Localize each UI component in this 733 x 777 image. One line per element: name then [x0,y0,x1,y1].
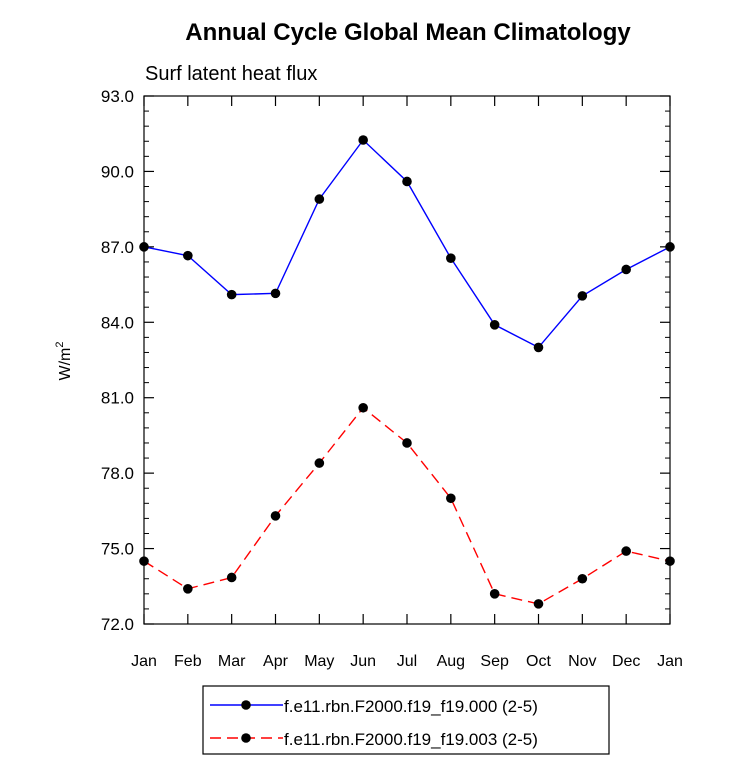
series-2 [139,402,675,609]
data-point [270,288,281,299]
chart-subtitle: Surf latent heat flux [145,63,317,85]
y-axis-label: W/m2 [54,342,74,381]
data-point [446,493,456,504]
x-tick-label: Jul [397,653,417,670]
x-tick-label: Apr [263,653,289,670]
y-tick-label: 84.0 [101,313,134,332]
data-point [665,556,675,566]
chart-title: Annual Cycle Global Mean Climatology [185,19,631,46]
x-tick-label: Mar [218,653,246,670]
data-point [314,458,325,468]
y-tick-label: 75.0 [101,540,134,559]
data-point [139,556,149,566]
y-tick-label: 72.0 [101,615,134,634]
legend: f.e11.rbn.F2000.f19_f19.000 (2-5) f.e11.r… [202,685,610,755]
x-tick-label: Oct [526,653,551,670]
data-point [621,264,631,275]
series-layer [139,135,675,609]
data-point [402,438,412,448]
data-point [139,242,149,252]
y-tick-label: 93.0 [101,87,134,106]
data-point [358,402,368,413]
x-tick-label: May [304,653,334,670]
data-point [533,342,544,353]
series-1 [139,135,675,353]
data-point [183,584,193,594]
data-point [577,573,588,584]
data-point [533,599,544,609]
legend-entry-label: f.e11.rbn.F2000.f19_f19.000 (2-5) [284,697,538,716]
data-point [270,511,281,521]
data-point [358,135,368,145]
x-tick-label: Sep [480,653,509,670]
data-point [402,176,412,187]
y-tick-label: 90.0 [101,162,134,181]
minor-ticks [144,110,670,610]
x-tick-label: Jun [350,653,376,670]
y-tick-label: 81.0 [101,389,134,408]
data-point [446,253,456,263]
y-axis-label-base: W/m [57,348,74,381]
data-point [577,291,588,301]
axes [143,95,671,625]
data-point [489,589,500,599]
data-point [226,572,237,583]
data-point [665,242,675,252]
legend-marker [241,700,251,710]
y-axis-label-superscript: 2 [54,342,66,348]
data-point [621,546,631,556]
x-tick-label: Dec [612,653,640,670]
data-point [226,289,237,300]
x-tick-label: Nov [568,653,596,670]
legend-marker [241,733,251,743]
series-line [143,406,671,605]
series-line [143,138,671,349]
data-point [183,250,193,261]
x-tick-label: Jan [657,653,683,670]
data-point [314,194,325,204]
y-axis-ticks: 72.0 75.0 78.0 81.0 84.0 87.0 90.0 93.0 [101,87,670,634]
y-tick-label: 87.0 [101,238,134,257]
plot-frame [143,95,671,625]
x-tick-label: Aug [437,653,465,670]
data-point [489,320,500,330]
x-tick-label: Feb [174,653,202,670]
legend-entry-label: f.e11.rbn.F2000.f19_f19.003 (2-5) [284,730,538,749]
legend-box [202,685,610,755]
y-tick-label: 78.0 [101,464,134,483]
x-tick-label: Jan [131,653,157,670]
x-axis-ticks: Jan Feb Mar Apr May Jun Jul Aug Sep Oct Nov Dec Jan [131,96,683,670]
